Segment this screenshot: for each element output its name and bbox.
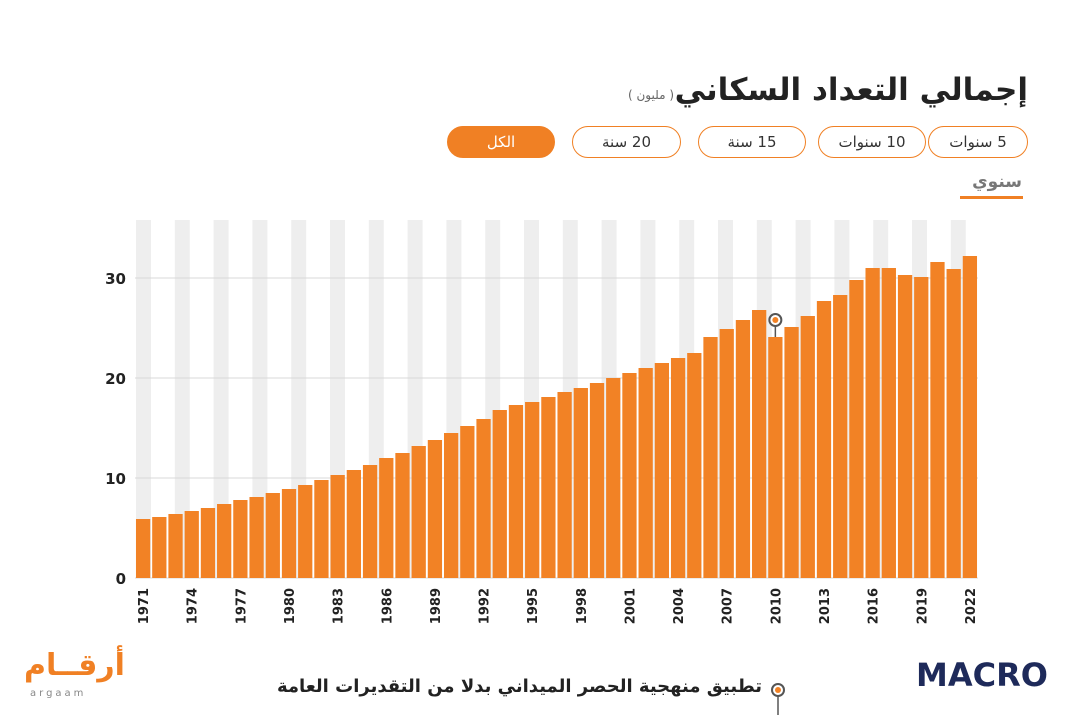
bar	[265, 493, 280, 578]
bar	[314, 480, 329, 578]
y-tick-label: 0	[116, 570, 126, 588]
y-tick-label: 30	[105, 270, 126, 288]
bar	[930, 262, 945, 578]
x-tick-label: 1998	[575, 588, 590, 624]
y-tick-label: 10	[105, 470, 126, 488]
y-tick-label: 20	[105, 370, 126, 388]
bar	[946, 269, 961, 578]
x-tick-label: 1992	[478, 588, 493, 624]
range-button[interactable]: 10 سنوات	[818, 126, 926, 158]
x-tick-label: 1989	[429, 588, 444, 624]
bar	[476, 419, 491, 578]
bar	[557, 392, 572, 578]
range-button[interactable]: الكل	[447, 126, 555, 158]
bar	[492, 410, 507, 578]
bar	[703, 337, 718, 578]
x-tick-label: 1977	[234, 588, 249, 624]
range-button[interactable]: 15 سنة	[698, 126, 806, 158]
bar	[346, 470, 361, 578]
bar	[168, 514, 183, 578]
stripe	[136, 220, 151, 578]
x-tick-label: 2010	[769, 588, 784, 624]
bar	[589, 383, 605, 578]
logo-left: أرقــام	[24, 648, 125, 683]
bar	[962, 256, 978, 578]
tab[interactable]: سنوي	[972, 172, 1022, 192]
range-button[interactable]: 5 سنوات	[928, 126, 1028, 158]
bar	[719, 329, 734, 578]
bar	[606, 378, 621, 578]
bar	[784, 327, 799, 578]
bar	[217, 504, 232, 578]
bar	[752, 310, 767, 578]
x-tick-label: 1986	[380, 588, 395, 624]
x-tick-label: 2001	[623, 588, 638, 624]
bar	[914, 277, 929, 578]
bar	[135, 519, 151, 578]
x-tick-label: 1995	[526, 588, 541, 624]
unit: ( مليون )	[628, 88, 675, 102]
bar	[362, 465, 378, 578]
x-tick-label: 1974	[186, 588, 201, 624]
bar	[330, 475, 345, 578]
x-tick-label: 2022	[964, 588, 979, 624]
x-tick-label: 2013	[818, 588, 833, 624]
logo-left-sub: argaam	[30, 688, 87, 699]
x-tick-label: 1971	[137, 588, 152, 624]
bar	[800, 316, 815, 578]
bar	[768, 337, 783, 578]
bar	[816, 301, 832, 578]
bar	[687, 353, 702, 578]
bar	[249, 497, 264, 578]
bar	[298, 485, 313, 578]
stripe	[252, 220, 268, 578]
bar	[865, 268, 880, 578]
tab-underline	[960, 196, 1023, 199]
bar	[427, 440, 443, 578]
bar	[281, 489, 297, 578]
x-tick-label: 2019	[915, 588, 930, 624]
x-tick-label: 2016	[867, 588, 882, 624]
bar	[379, 458, 394, 578]
x-tick-label: 2004	[672, 588, 687, 624]
bar	[849, 280, 864, 578]
bar	[735, 320, 751, 578]
bar	[411, 446, 426, 578]
x-tick-label: 1980	[283, 588, 298, 624]
bar	[881, 268, 896, 578]
x-tick-label: 2007	[721, 588, 736, 624]
stripe	[174, 220, 190, 578]
bar	[541, 397, 556, 578]
bar	[525, 402, 540, 578]
range-button[interactable]: 20 سنة	[572, 126, 681, 158]
x-tick-label: 1983	[332, 588, 347, 624]
legend-dot	[775, 687, 781, 693]
stripe	[213, 220, 229, 578]
bar	[654, 363, 670, 578]
title: إجمالي التعداد السكاني	[674, 72, 1028, 108]
bar	[233, 500, 248, 578]
bar	[443, 433, 459, 578]
annotation-dot	[772, 317, 779, 323]
bar	[184, 511, 199, 578]
bar	[508, 405, 524, 578]
bar	[395, 453, 410, 578]
annotation-text: تطبيق منهجية الحصر الميداني بدلا من التق…	[276, 676, 762, 697]
bar	[833, 295, 848, 578]
bar	[152, 517, 167, 578]
bar	[460, 426, 475, 578]
logo-right: MACRO	[916, 656, 1048, 694]
bar	[670, 358, 686, 578]
bar	[622, 373, 637, 578]
bar	[638, 368, 653, 578]
bar	[897, 275, 913, 578]
bar	[200, 508, 216, 578]
bar	[573, 388, 588, 578]
